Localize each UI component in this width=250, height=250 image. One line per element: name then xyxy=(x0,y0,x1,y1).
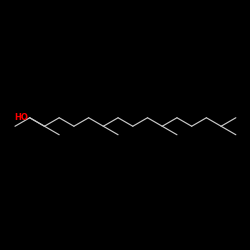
Text: HO: HO xyxy=(14,113,28,122)
